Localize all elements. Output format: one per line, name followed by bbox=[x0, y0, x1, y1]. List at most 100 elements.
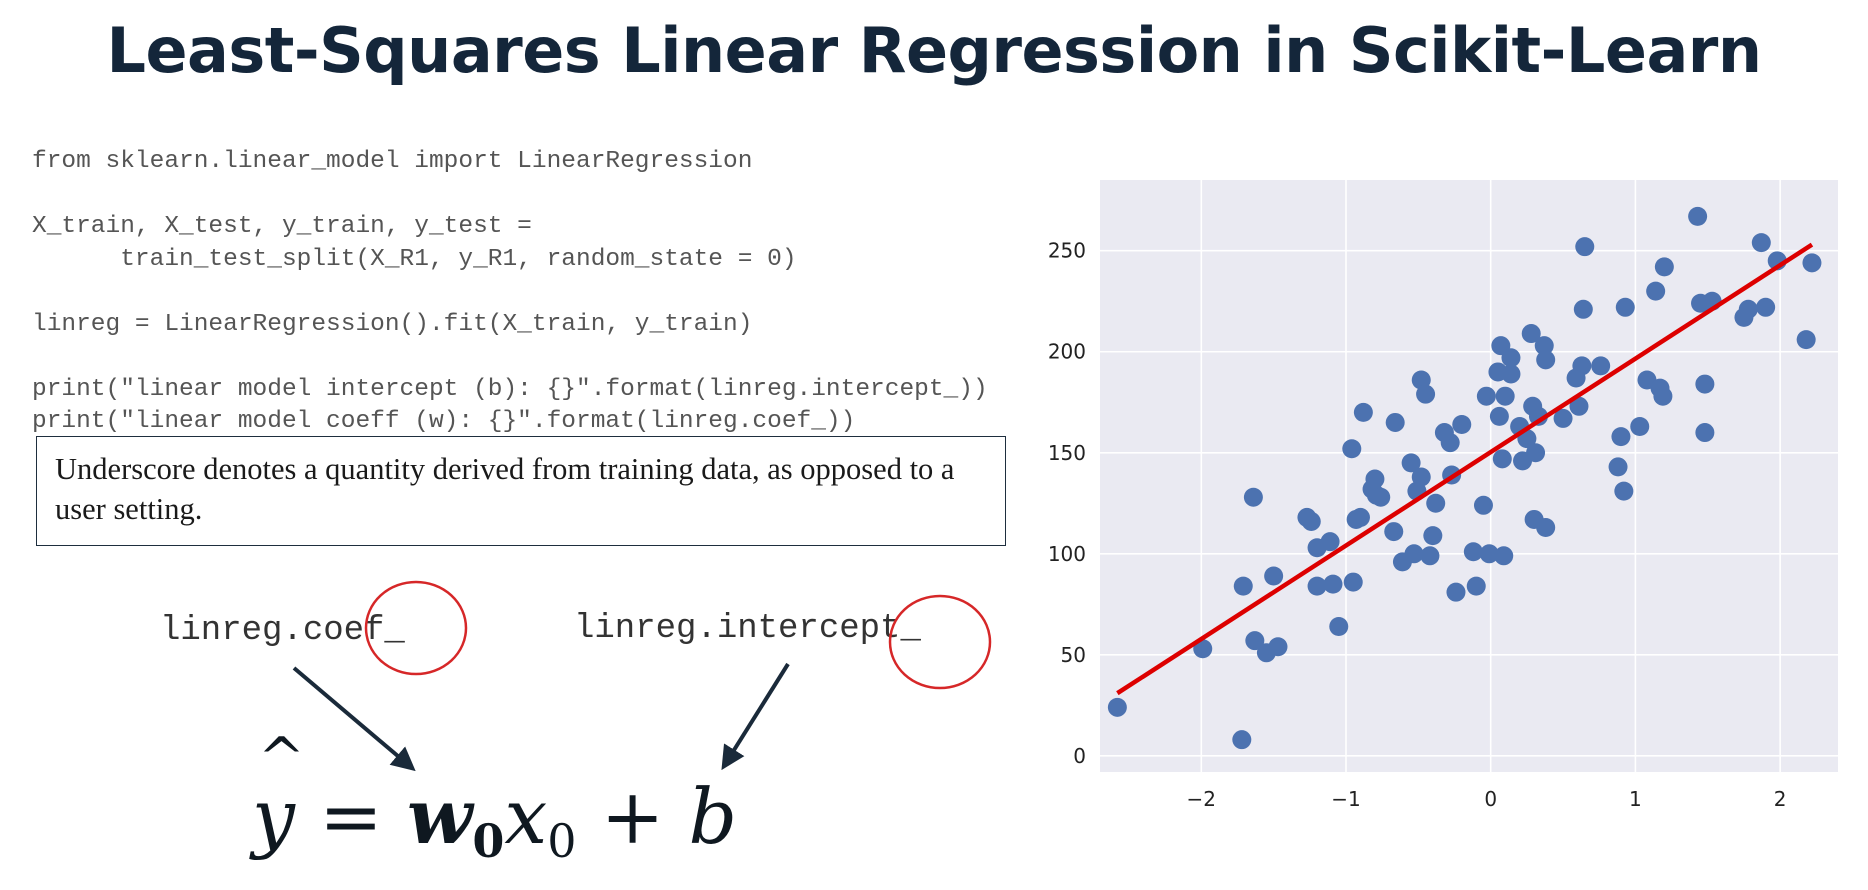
formula-weight: w0 bbox=[406, 772, 505, 868]
y-tick-label: 0 bbox=[1073, 744, 1086, 768]
y-tick-labels: 0 50 100 150 200 250 bbox=[1048, 239, 1086, 768]
data-point bbox=[1654, 257, 1674, 277]
data-point bbox=[1232, 730, 1252, 750]
data-point bbox=[1575, 237, 1595, 257]
underscore-note-box: Underscore denotes a quantity derived fr… bbox=[36, 436, 1006, 546]
data-point bbox=[1646, 281, 1666, 301]
code-line: from sklearn.linear_model import LinearR… bbox=[32, 148, 753, 175]
data-point bbox=[1233, 576, 1253, 596]
data-point bbox=[1521, 324, 1541, 344]
data-point bbox=[1320, 532, 1340, 552]
data-point bbox=[1751, 233, 1771, 253]
data-point bbox=[1614, 481, 1634, 501]
x-tick-label: −2 bbox=[1187, 787, 1216, 811]
hat-symbol: ^ bbox=[258, 726, 305, 791]
y-tick-label: 100 bbox=[1048, 542, 1086, 566]
data-point bbox=[1268, 637, 1288, 657]
data-point bbox=[1193, 639, 1213, 659]
y-tick-label: 50 bbox=[1061, 643, 1086, 667]
data-point bbox=[1473, 495, 1493, 515]
y-tick-label: 250 bbox=[1048, 239, 1086, 263]
formula-intercept: b bbox=[688, 772, 738, 861]
data-point bbox=[1385, 412, 1405, 432]
data-point bbox=[1243, 487, 1263, 507]
data-point bbox=[1264, 566, 1284, 586]
data-point bbox=[1107, 697, 1127, 717]
data-point bbox=[1245, 631, 1265, 651]
data-point bbox=[1307, 576, 1327, 596]
data-point bbox=[1611, 427, 1631, 447]
data-point bbox=[1688, 206, 1708, 226]
data-point bbox=[1476, 386, 1496, 406]
data-point bbox=[1738, 299, 1758, 319]
formula-plus: + bbox=[576, 772, 689, 861]
linear-model-formula: ^ y = w0x0 + b bbox=[252, 726, 738, 872]
fit-line-group bbox=[1116, 242, 1814, 696]
y-hat: ^ y bbox=[252, 726, 305, 861]
y-tick-label: 150 bbox=[1048, 441, 1086, 465]
code-line: print("linear model intercept (b): {}".f… bbox=[32, 375, 988, 403]
data-point bbox=[1342, 439, 1362, 459]
data-point bbox=[1492, 449, 1512, 469]
data-point bbox=[1526, 443, 1546, 463]
data-point bbox=[1446, 582, 1466, 602]
code-line: linreg = LinearRegression().fit(X_train,… bbox=[32, 310, 753, 338]
y-tick-label: 200 bbox=[1048, 340, 1086, 364]
data-point bbox=[1411, 467, 1431, 487]
formula-feature: x0 bbox=[504, 772, 577, 868]
slide-title: Least-Squares Linear Regression in Sciki… bbox=[106, 14, 1762, 87]
data-point bbox=[1404, 544, 1424, 564]
data-point bbox=[1615, 297, 1635, 317]
data-point bbox=[1495, 386, 1515, 406]
data-point bbox=[1608, 457, 1628, 477]
data-point bbox=[1501, 348, 1521, 368]
data-point bbox=[1630, 416, 1650, 436]
data-point bbox=[1479, 544, 1499, 564]
data-point bbox=[1343, 572, 1363, 592]
data-point bbox=[1323, 574, 1343, 594]
data-point bbox=[1440, 433, 1460, 453]
code-line: train_test_split(X_R1, y_R1, random_stat… bbox=[32, 245, 797, 273]
data-point bbox=[1463, 542, 1483, 562]
data-point bbox=[1353, 402, 1373, 422]
data-point bbox=[1401, 453, 1421, 473]
x-tick-label: −1 bbox=[1331, 787, 1360, 811]
data-point bbox=[1365, 469, 1385, 489]
data-point bbox=[1695, 374, 1715, 394]
data-point bbox=[1426, 493, 1446, 513]
data-point bbox=[1553, 408, 1573, 428]
grid-lines bbox=[1100, 180, 1838, 772]
data-point bbox=[1796, 330, 1816, 350]
x-tick-labels: −2 −1 0 1 2 bbox=[1187, 787, 1787, 811]
data-point bbox=[1466, 576, 1486, 596]
data-point bbox=[1573, 299, 1593, 319]
formula-equals: = bbox=[294, 772, 407, 861]
coef-attribute-label: linreg.coef_ bbox=[160, 612, 405, 650]
regression-fit-line bbox=[1116, 242, 1814, 696]
data-point bbox=[1653, 386, 1673, 406]
data-point bbox=[1489, 406, 1509, 426]
data-point bbox=[1416, 384, 1436, 404]
data-point bbox=[1802, 253, 1822, 273]
x-tick-label: 2 bbox=[1774, 787, 1787, 811]
data-point bbox=[1534, 336, 1554, 356]
data-point bbox=[1591, 356, 1611, 376]
data-point bbox=[1536, 350, 1556, 370]
data-point bbox=[1423, 526, 1443, 546]
data-point bbox=[1501, 364, 1521, 384]
data-point bbox=[1569, 396, 1589, 416]
code-line: print("linear model coeff (w): {}".forma… bbox=[32, 408, 856, 435]
data-point bbox=[1301, 511, 1321, 531]
data-point bbox=[1329, 617, 1349, 637]
data-point bbox=[1528, 406, 1548, 426]
data-point bbox=[1350, 507, 1370, 527]
data-point bbox=[1536, 518, 1556, 538]
code-line: X_train, X_test, y_train, y_test = bbox=[32, 213, 532, 240]
data-point bbox=[1371, 487, 1391, 507]
data-point bbox=[1494, 546, 1514, 566]
plot-area bbox=[1100, 180, 1838, 772]
code-block: from sklearn.linear_model import LinearR… bbox=[32, 146, 988, 439]
data-point bbox=[1384, 522, 1404, 542]
data-point bbox=[1420, 546, 1440, 566]
